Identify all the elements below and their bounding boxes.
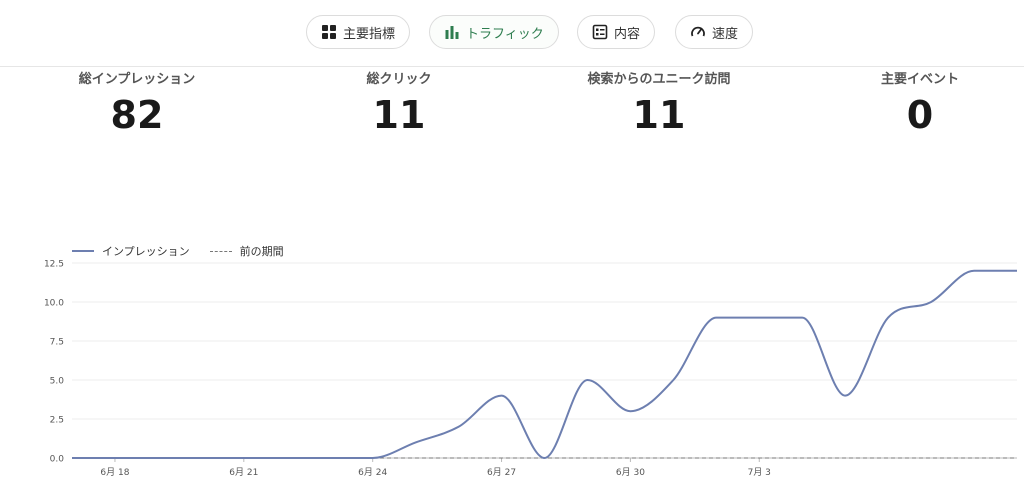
metric-value: 11 xyxy=(632,93,686,137)
metric-total-clicks: 総クリック 11 xyxy=(279,68,519,137)
metric-label: 総クリック xyxy=(366,72,432,87)
metric-value: 11 xyxy=(372,93,426,137)
speedometer-icon xyxy=(691,26,705,37)
tab-traffic[interactable]: トラフィック xyxy=(429,15,559,49)
metric-value: 0 xyxy=(906,93,934,137)
tab-key-metrics[interactable]: 主要指標 xyxy=(306,15,411,49)
metric-key-events: 主要イベント 0 xyxy=(800,68,1024,137)
tab-label: 主要指標 xyxy=(343,26,396,42)
metric-unique-search-visits: 検索からのユニーク訪問 11 xyxy=(539,68,779,137)
x-tick-label: 6月 27 xyxy=(487,467,516,478)
x-tick-label: 6月 21 xyxy=(229,467,258,478)
grid-icon xyxy=(322,25,336,39)
tab-speed[interactable]: 速度 xyxy=(675,15,754,49)
tab-label: 内容 xyxy=(614,26,641,42)
y-tick-label: 0.0 xyxy=(50,455,65,465)
y-tick-label: 5.0 xyxy=(50,377,65,387)
metric-label: 総インプレッション xyxy=(78,72,196,87)
y-tick-label: 10.0 xyxy=(44,299,64,309)
chart-legend: インプレッション 前の期間 xyxy=(72,243,284,259)
x-tick-label: 7月 3 xyxy=(748,467,771,478)
traffic-line-chart: 0.0 2.5 5.0 7.5 10.0 12.5 6月 18 6月 21 6月 24 6月 27… xyxy=(44,260,1017,478)
y-tick-label: 12.5 xyxy=(44,260,64,270)
legend-label-impressions[interactable]: インプレッション xyxy=(102,245,190,258)
metric-label: 主要イベント xyxy=(880,72,959,87)
x-tick-label: 6月 30 xyxy=(616,467,645,478)
tab-label: 速度 xyxy=(712,26,739,42)
legend-swatch-previous xyxy=(209,250,232,252)
legend-swatch-impressions xyxy=(72,250,94,252)
metric-value: 82 xyxy=(110,93,164,137)
metric-total-impressions: 総インプレッション 82 xyxy=(17,68,257,137)
tab-bar: 主要指標 トラフィック 内容 速度 xyxy=(0,0,1024,67)
metric-label: 検索からのユニーク訪問 xyxy=(587,72,731,87)
bar-chart-icon xyxy=(445,26,459,39)
legend-label-previous[interactable]: 前の期間 xyxy=(239,245,284,258)
y-tick-label: 7.5 xyxy=(50,338,64,348)
tab-label: トラフィック xyxy=(466,26,544,42)
document-list-icon xyxy=(592,24,608,40)
x-tick-label: 6月 24 xyxy=(358,467,387,478)
y-tick-label: 2.5 xyxy=(50,416,64,426)
series-line-impressions xyxy=(72,269,1017,460)
tab-content[interactable]: 内容 xyxy=(577,15,656,49)
x-tick-label: 6月 18 xyxy=(100,467,129,478)
